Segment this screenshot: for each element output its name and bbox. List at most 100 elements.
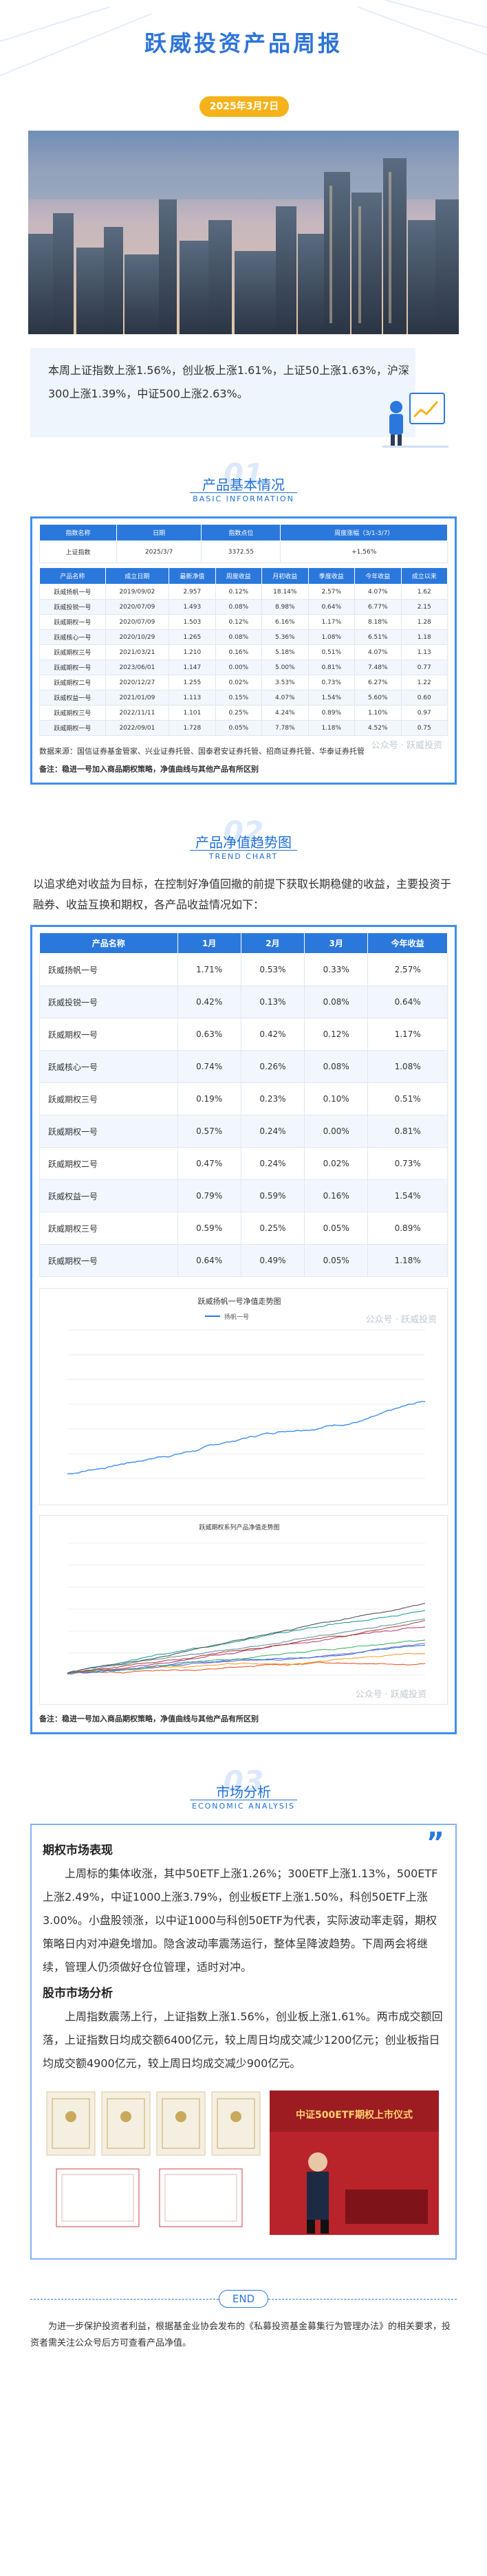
table-cell: 1.147 [169,659,216,675]
table-cell: 2020/07/09 [105,614,170,630]
table-cell: 0.97 [400,705,448,721]
bench-cell: 3372.55 [201,541,281,563]
table-cell: 2021/03/21 [105,644,170,660]
section-subtitle: TREND CHART [208,852,279,861]
table-cell: 0.05% [215,720,263,736]
trend-card: 产品名称 1月 2月 3月 今年收益 跃威扬帆一号 1.71% 0.53% 0.33% 2.57… [30,925,457,1734]
table-cell: 5.36% [261,629,309,645]
product-table-header: 周度收益 [215,567,263,585]
table-cell: 0.64% [177,1244,241,1277]
chart2-series-line [67,1620,426,1674]
returns-table-header: 1月 [177,932,241,954]
table-cell: 2020/10/29 [105,629,170,645]
table-row: 跃威期权一号 2022/09/01 1.728 0.05% 7.78% 1.18% 4.52… [39,720,448,736]
table-cell: 0.59% [177,1212,241,1245]
certificate-image [211,2091,261,2156]
section-number: 02 [223,815,264,849]
section-title: 产品基本情况 [202,477,285,493]
benchmark-table: 指数名称 日期 指数点位 周度涨幅（3/1-3/7） 上证指数 2025/3/7… [39,524,448,563]
table-cell: 0.05% [304,1212,369,1245]
summary-background [30,348,415,437]
table-cell: 跃威期权三号 [39,705,106,721]
summary-text: 本周上证指数上涨1.56%，创业板上涨1.61%，上证50上涨1.63%，沪深3… [48,364,409,400]
table-cell: 1.18% [307,720,356,736]
trend-lead-text: 以追求绝对收益为目标，在控制好净值回撤的前提下获取长期稳健的收益，主要投资于融券… [33,877,452,911]
table-cell: 0.73% [307,675,356,690]
table-cell: 0.12% [304,1018,369,1051]
table-cell: 0.75 [400,720,448,736]
table-row: 跃威核心一号 2020/10/29 1.265 0.08% 5.36% 1.08% 6.51… [39,629,448,645]
table-row: 跃威扬帆一号 2019/09/02 2.957 0.12% 18.14% 2.57% 4.0… [39,584,448,600]
table-cell: 6.77% [354,599,402,615]
table-cell: 0.53% [240,953,305,986]
table-cell: 5.60% [354,690,402,706]
table-cell: 0.23% [240,1082,305,1115]
table-cell: 2020/12/27 [105,675,170,690]
table-cell: 0.16% [215,644,263,660]
end-divider: END [0,2278,487,2319]
table-cell: 0.51% [367,1082,448,1115]
table-cell: 1.54% [307,690,356,706]
chart2-series-line [67,1639,426,1674]
table-cell: 1.71% [177,953,241,986]
table-cell: 跃威核心一号 [39,629,106,645]
table-cell: 0.26% [240,1050,305,1083]
table-cell: 0.00% [304,1115,369,1148]
table-cell: 4.07% [354,644,402,660]
product-table-header: 季度收益 [307,567,356,585]
market-analysis-card: ” 期权市场表现 上周标的集体收涨，其中50ETF上涨1.26%；300ETF上… [30,1824,457,2260]
report-title: 跃威投资产品周报 [144,30,343,56]
table-cell: 0.12% [215,584,263,600]
section-number: 01 [223,457,264,491]
table-cell: 0.33% [304,953,369,986]
data-source-text: 数据来源：国信证券基金管家、兴业证券托管、国泰君安证券托管、招商证券托管、华泰证… [39,747,365,756]
table-cell: 2022/09/01 [105,720,170,736]
table-cell: 0.08% [215,629,263,645]
product-table-header: 今年收益 [354,567,402,585]
table-cell: 1.08% [307,629,356,645]
section-subtitle: BASIC INFORMATION [193,494,294,503]
chart1-series-line [67,1401,425,1475]
table-cell: 0.59% [240,1179,305,1212]
product-info-table: 产品名称 成立日期 最新净值 周度收益 月初收益 季度收益 今年收益 成立以来 跃威扬帆一号 2… [39,567,448,736]
watermark: 公众号 · 跃威投资 [355,1690,426,1700]
table-cell: 5.00% [261,659,309,675]
table-row: 跃威期权一号 0.64% 0.49% 0.05% 1.18% [39,1244,448,1277]
chart2-series-line [67,1661,426,1674]
table-row: 跃威期权一号 0.63% 0.42% 0.12% 1.17% [39,1018,448,1051]
table-cell: 1.22 [400,675,448,690]
table-row: 跃威投锐一号 0.42% 0.13% 0.08% 0.64% [39,985,448,1018]
table-cell: 0.02% [304,1147,369,1180]
table-row: 跃威投锐一号 2020/07/09 1.493 0.08% 8.98% 0.64% 6.77… [39,599,448,615]
table-cell: 跃威核心一号 [39,1050,178,1083]
product-table-header: 月初收益 [261,567,309,585]
section-rule [190,492,297,493]
table-cell: 0.47% [177,1147,241,1180]
table-cell: 7.78% [261,720,309,736]
section-trend-title: 02 产品净值趋势图 TREND CHART [0,812,487,874]
table-cell: 0.15% [215,690,263,706]
table-cell: 0.00% [215,659,263,675]
table-cell: 跃威期权二号 [39,1147,178,1180]
table-cell: 0.49% [240,1244,305,1277]
bench-header: 指数名称 [39,524,117,541]
table-cell: 跃威扬帆一号 [39,584,106,600]
table-cell: 0.79% [177,1179,241,1212]
certificate-image [101,2091,151,2156]
certificate-image [159,2168,243,2227]
table-cell: 0.05% [304,1244,369,1277]
table-cell: 0.60 [400,690,448,706]
bench-cell: 上证指数 [39,541,117,563]
table-cell: 7.48% [354,659,402,675]
table-cell: 0.89% [307,705,356,721]
table-cell: 1.113 [169,690,216,706]
table-cell: 跃威期权一号 [39,614,106,630]
table-cell: 0.73% [367,1147,448,1180]
returns-table-header: 产品名称 [39,932,178,954]
table-cell: 2.57% [367,953,448,986]
table-row: 跃威权益一号 2021/01/09 1.113 0.15% 4.07% 1.54% 5.60… [39,690,448,706]
table-cell: 0.63% [177,1018,241,1051]
table-cell: 跃威期权二号 [39,675,106,690]
watermark: 公众号 · 跃威投资 [365,1315,437,1325]
